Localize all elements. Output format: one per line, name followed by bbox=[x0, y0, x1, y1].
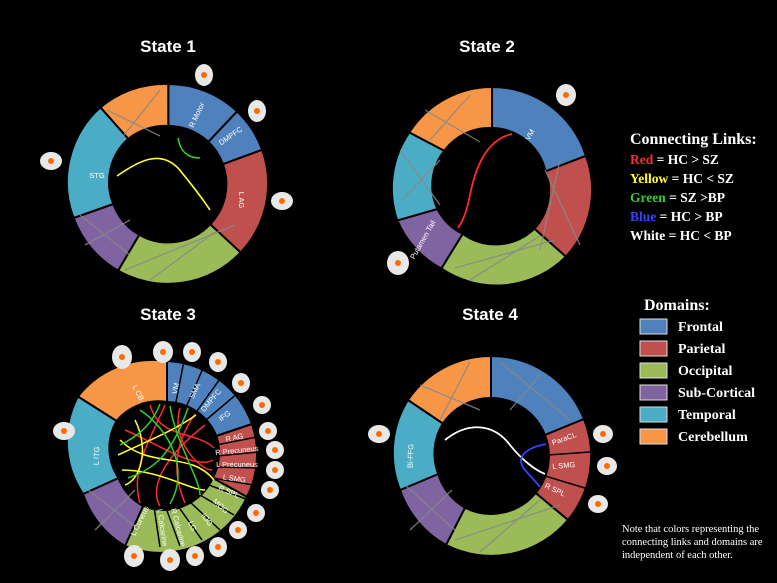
link-legend-white-rest: = HC < BP bbox=[665, 228, 731, 243]
domain-swatch-occipital bbox=[639, 362, 668, 379]
state-3-title: State 3 bbox=[140, 305, 196, 324]
state-4-brain-thumbnails bbox=[368, 425, 617, 513]
state-4-segment-temporal bbox=[391, 398, 445, 492]
state-3-link-green-1 bbox=[169, 405, 201, 496]
domain-label-frontal: Frontal bbox=[678, 320, 723, 335]
state-2-ring bbox=[390, 85, 594, 287]
domain-swatch-temporal bbox=[639, 406, 668, 423]
state-3-link-red-3 bbox=[177, 407, 213, 471]
link-legend-yellow: Yellow = HC < SZ bbox=[630, 171, 734, 186]
connecting-links-legend: Connecting Links: Red = HC > SZ Yellow =… bbox=[630, 131, 757, 243]
state-3-subdividers bbox=[153, 360, 260, 548]
state-2-title: State 2 bbox=[459, 37, 515, 56]
state-1-label-stg: STG bbox=[89, 171, 105, 180]
note-line-3: independent of each other. bbox=[622, 550, 733, 561]
state-3-brain-thumbnails bbox=[53, 341, 284, 571]
state-3-label-lprecuneus: L Precuneus bbox=[216, 460, 258, 469]
state-4-ring bbox=[391, 354, 593, 557]
link-legend-green-word: Green bbox=[630, 190, 666, 205]
state-4-segment-frontal bbox=[490, 354, 586, 437]
link-legend-red-word: Red bbox=[630, 152, 654, 167]
link-legend-green: Green = SZ >BP bbox=[630, 190, 725, 205]
state-3-gray-crosses bbox=[87, 489, 141, 531]
domain-label-cerebellum: Cerebellum bbox=[678, 430, 748, 445]
state-4-subdividers bbox=[544, 451, 591, 489]
connecting-links-heading: Connecting Links: bbox=[630, 131, 757, 148]
state-3-label-litg: L ITG bbox=[92, 446, 102, 465]
state-3-link-green-3 bbox=[127, 407, 189, 479]
link-legend-blue-word: Blue bbox=[630, 209, 656, 224]
state-4-link-blue bbox=[520, 443, 547, 488]
link-legend-yellow-rest: = HC < SZ bbox=[668, 171, 734, 186]
domain-label-occipital: Occipital bbox=[678, 364, 733, 379]
state-1-gray-crosses bbox=[79, 89, 236, 281]
state-3-label-lg: LG bbox=[186, 520, 198, 533]
state-4-panel: State 4 Bi-FFG ParaCL L SMG R SPL bbox=[368, 305, 617, 557]
state-1-segment-cerebellum bbox=[99, 82, 170, 141]
state-3-link-yellow-1 bbox=[119, 439, 215, 481]
state-4-gray-crosses bbox=[404, 361, 571, 553]
domain-swatch-subcortical bbox=[639, 384, 668, 401]
state-2-brain-thumbnails bbox=[387, 84, 576, 275]
state-1-title: State 1 bbox=[140, 37, 196, 56]
state-3-link-yellow-2 bbox=[121, 469, 206, 491]
domain-swatch-parietal bbox=[639, 340, 668, 357]
link-legend-red-rest: = HC > SZ bbox=[653, 152, 719, 167]
state-3-link-green-4 bbox=[139, 409, 179, 505]
link-legend-white: White = HC < BP bbox=[630, 228, 732, 243]
state-3-ring bbox=[65, 358, 260, 554]
domain-label-temporal: Temporal bbox=[678, 408, 736, 423]
domain-label-parietal: Parietal bbox=[678, 342, 726, 357]
state-3-label-vm: VM bbox=[170, 382, 181, 395]
note-line-2: connecting links and domains are bbox=[622, 537, 763, 548]
link-legend-yellow-word: Yellow bbox=[630, 171, 668, 186]
link-legend-red: Red = HC > SZ bbox=[630, 152, 719, 167]
state-1-link-green bbox=[177, 137, 201, 159]
state-1-label-lag: L AG bbox=[237, 192, 246, 209]
link-legend-blue-rest: = HC > BP bbox=[656, 209, 722, 224]
state-1-panel: State 1 R Motor DMPFC L AG STG bbox=[40, 37, 293, 285]
state-3-link-yellow-4 bbox=[117, 414, 197, 456]
state-3-link-green-2 bbox=[119, 403, 161, 446]
state-3-segment-temporal bbox=[65, 395, 120, 496]
domains-heading: Domains: bbox=[644, 297, 710, 314]
state-1-ring bbox=[65, 82, 270, 285]
link-legend-green-rest: = SZ >BP bbox=[666, 190, 725, 205]
state-2-segment-cerebellum bbox=[407, 85, 493, 153]
state-4-label-lsmg: L SMG bbox=[552, 460, 576, 471]
domains-legend: Domains: Frontal Parietal Occipital Sub-… bbox=[639, 297, 755, 445]
footnote: Note that colors representing the connec… bbox=[622, 524, 763, 561]
domain-swatch-frontal bbox=[639, 318, 668, 335]
note-line-1: Note that colors representing the bbox=[622, 524, 759, 535]
domain-swatch-cerebellum bbox=[639, 428, 668, 445]
state-2-gray-crosses bbox=[399, 94, 581, 281]
state-4-label-bi-ffg: Bi-FFG bbox=[406, 444, 416, 469]
state-4-title: State 4 bbox=[462, 305, 518, 324]
state-1-link-yellow bbox=[116, 157, 211, 211]
link-legend-white-word: White bbox=[630, 228, 665, 243]
state-2-link-red bbox=[457, 133, 513, 229]
state-3-label-lsmg: L SMG bbox=[222, 472, 246, 484]
state-3-link-yellow-3 bbox=[124, 419, 144, 486]
link-legend-blue: Blue = HC > BP bbox=[630, 209, 723, 224]
state-3-links bbox=[117, 403, 215, 507]
state-3-label-rag: R AG bbox=[225, 431, 245, 444]
state-1-brain-thumbnails bbox=[40, 64, 293, 210]
state-4-link-white bbox=[444, 426, 546, 475]
state-3-link-red-5 bbox=[155, 424, 206, 507]
state-2-panel: State 2 VM Putamen Tail bbox=[387, 37, 594, 287]
domain-label-subcortical: Sub-Cortical bbox=[678, 386, 755, 401]
state-3-panel: State 3 L CB VM SMA DMPFC IF bbox=[53, 305, 284, 571]
